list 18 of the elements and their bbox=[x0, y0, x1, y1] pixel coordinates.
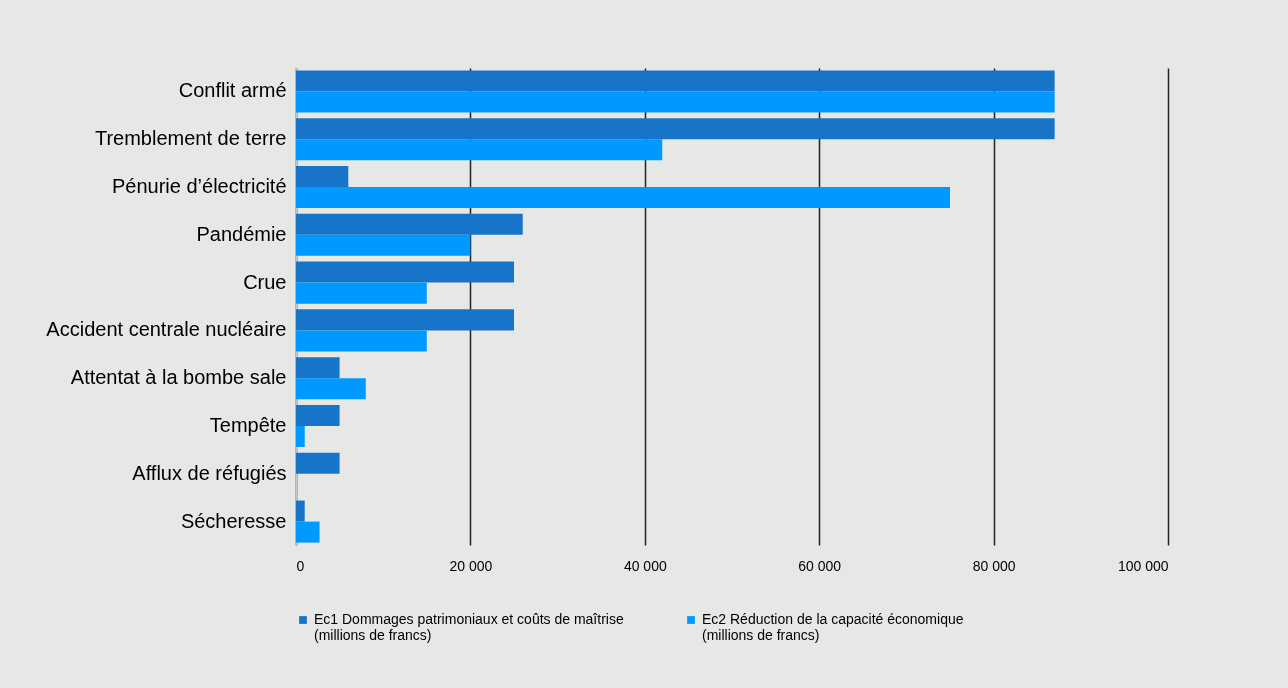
legend-label: Ec1 Dommages patrimoniaux et coûts de maîtrise (millions de francs) bbox=[314, 611, 624, 643]
x-tick-label: 0 bbox=[296, 557, 305, 574]
y-tick-label: Tempête bbox=[209, 413, 287, 436]
y-tick-label: Crue bbox=[243, 270, 287, 293]
y-tick-label: Attentat à la bombe sale bbox=[70, 366, 287, 389]
x-tick-label: 80 000 bbox=[972, 557, 1016, 574]
x-tick-label: 60 000 bbox=[798, 557, 842, 574]
y-tick-label: Accident centrale nucléaire bbox=[46, 318, 287, 341]
y-tick-label: Afflux de réfugiés bbox=[132, 461, 287, 484]
y-tick-label: Conflit armé bbox=[178, 79, 287, 102]
x-tick-label: 20 000 bbox=[449, 557, 493, 574]
y-tick-label: Tremblement de terre bbox=[94, 127, 287, 150]
y-tick-label: Pandémie bbox=[196, 222, 287, 245]
x-tick-label: 40 000 bbox=[623, 557, 667, 574]
legend-label: Ec2 Réduction de la capacité économique (millions de francs) bbox=[702, 611, 964, 643]
x-tick-label: 100 000 bbox=[1117, 557, 1169, 574]
y-tick-label: Sécheresse bbox=[180, 509, 287, 532]
y-tick-label: Pénurie d’électricité bbox=[111, 175, 287, 198]
